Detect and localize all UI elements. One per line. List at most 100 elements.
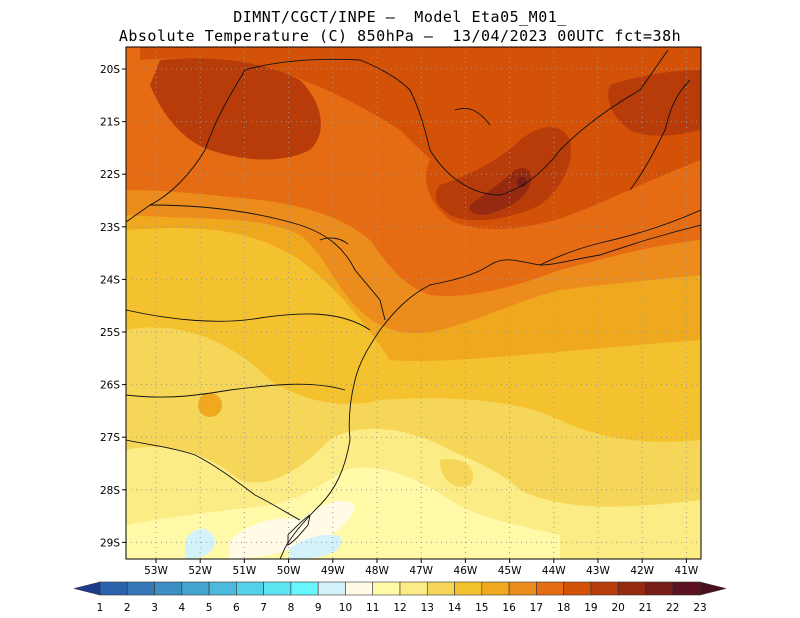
colorbar-swatch [508, 581, 537, 596]
colorbar-label: 5 [206, 602, 213, 614]
colorbar-swatch [563, 581, 592, 596]
colorbar-label: 21 [639, 602, 652, 614]
lon-label: 42W [630, 565, 654, 577]
colorbar-swatch [372, 581, 401, 596]
colorbar-swatch [426, 581, 455, 596]
field-band-10b [290, 534, 342, 559]
lat-label: 24S [100, 274, 120, 286]
colorbar-swatch [481, 581, 510, 596]
colorbar-label: 19 [584, 602, 597, 614]
colorbar-swatch [617, 581, 646, 596]
lat-label: 28S [100, 485, 120, 497]
paranapanema-lake [319, 237, 349, 245]
lon-label: 50W [277, 565, 301, 577]
colorbar-label: 2 [124, 602, 131, 614]
lon-label: 47W [409, 565, 433, 577]
title-line-2: Absolute Temperature (C) 850hPa — 13/04/… [118, 27, 682, 45]
plot-frame [125, 46, 702, 560]
field-band-21 [469, 168, 532, 215]
colorbar-swatch [345, 581, 374, 596]
lat-label: 22S [100, 169, 120, 181]
colorbar-label: 9 [315, 602, 322, 614]
colorbar-label: 6 [233, 602, 240, 614]
state-border-rj-es [629, 79, 691, 191]
political-borders [126, 49, 701, 559]
coastline [279, 224, 701, 559]
colorbar: 1 2 3 4 5 6 7 8 9 10 11 12 13 14 15 16 17 18 19 20 21 22 23 [73, 581, 727, 614]
colorbar-swatch [126, 581, 155, 596]
field-band-20c [608, 70, 701, 136]
colorbar-label: 8 [288, 602, 295, 614]
colorbar-label: 1 [97, 602, 104, 614]
colorbar-swatch [317, 581, 346, 596]
colorbar-swatch [454, 581, 483, 596]
colorbar-label: 11 [366, 602, 379, 614]
field-band-20 [150, 58, 321, 160]
temperature-field [126, 47, 701, 559]
graticule [126, 47, 701, 559]
colorbar-label: 3 [151, 602, 158, 614]
lagoon-south [287, 514, 311, 546]
colorbar-label: 12 [393, 602, 406, 614]
lat-label: 20S [100, 64, 120, 76]
lat-label: 29S [100, 537, 120, 549]
border-rs-west [126, 439, 301, 521]
colorbar-swatch [672, 581, 701, 596]
colorbar-label: 17 [530, 602, 543, 614]
furnas-lake [454, 107, 491, 126]
lat-label: 26S [100, 380, 120, 392]
title-line-1: DIMNT/CGCT/INPE — Model Eta05_M01_ [233, 8, 567, 26]
state-border-sp-mg [244, 49, 669, 196]
colorbar-swatch [645, 581, 674, 596]
colorbar-swatch [290, 581, 319, 596]
lat-label: 21S [100, 117, 120, 129]
colorbar-label: 15 [475, 602, 488, 614]
colorbar-swatch [399, 581, 428, 596]
colorbar-swatch [590, 581, 619, 596]
colorbar-swatch [181, 581, 210, 596]
lon-label: 45W [498, 565, 522, 577]
colorbar-label: 16 [502, 602, 516, 614]
lon-label: 53W [144, 565, 168, 577]
lon-label: 43W [586, 565, 610, 577]
state-border-pr-sc [126, 309, 371, 331]
latitude-axis: 20S 21S 22S 23S 24S 25S 26S 27S 28S 29S [100, 64, 126, 549]
lon-label: 52W [188, 565, 212, 577]
colorbar-label: 20 [611, 602, 624, 614]
longitude-axis: 53W 52W 51W 50W 49W 48W 47W 46W 45W 44W 43W 42W 41W [144, 559, 699, 577]
lon-label: 48W [365, 565, 389, 577]
colorbar-high-arrow [699, 581, 727, 596]
colorbar-swatch [154, 581, 183, 596]
colorbar-label: 14 [448, 602, 462, 614]
field-band-10 [185, 528, 215, 559]
lon-label: 49W [321, 565, 345, 577]
state-border-pr [149, 204, 386, 321]
state-border-sc-rs [126, 383, 346, 398]
state-border-ms-sp [126, 69, 246, 223]
lat-label: 25S [100, 327, 120, 339]
lon-label: 44W [542, 565, 566, 577]
colorbar-swatch [236, 581, 264, 596]
field-spot-14 [440, 459, 474, 488]
colorbar-label: 4 [178, 602, 185, 614]
lon-label: 41W [675, 565, 699, 577]
colorbar-low-arrow [73, 581, 101, 596]
field-band-20b [435, 126, 571, 221]
colorbar-label: 23 [693, 602, 706, 614]
colorbar-label: 7 [260, 602, 267, 614]
colorbar-label: 22 [666, 602, 679, 614]
colorbar-swatch [536, 581, 564, 596]
lat-label: 23S [100, 222, 120, 234]
lat-label: 27S [100, 432, 120, 444]
colorbar-label: 13 [421, 602, 434, 614]
colorbar-label: 18 [557, 602, 570, 614]
colorbar-swatch [99, 581, 128, 596]
coast-rj [539, 209, 701, 266]
colorbar-label: 10 [339, 602, 352, 614]
lon-label: 46W [454, 565, 478, 577]
lon-label: 51W [233, 565, 257, 577]
colorbar-swatch [208, 581, 237, 596]
colorbar-swatch [263, 581, 292, 596]
field-spot-16 [198, 393, 222, 417]
